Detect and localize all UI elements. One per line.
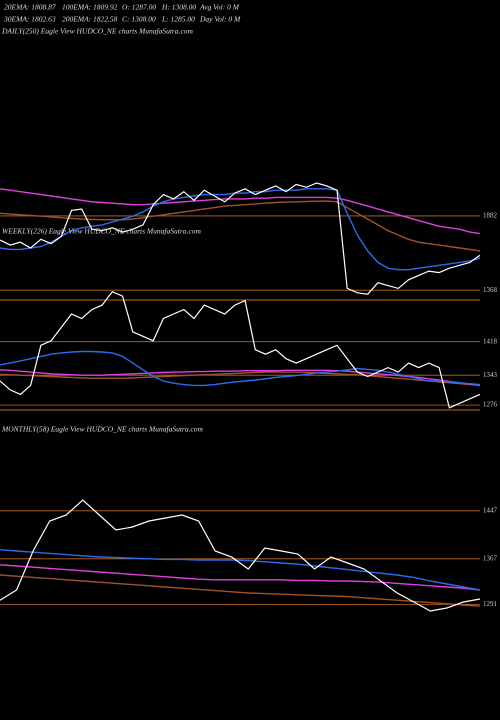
header-text: 30EMA: 1802.63 xyxy=(3,15,56,24)
header-text: 100EMA: 1809.92 xyxy=(62,3,118,12)
price-line xyxy=(0,182,481,295)
y-tick-label: 1882 xyxy=(483,212,498,220)
price-line xyxy=(0,499,481,612)
panel-title: DAILY(250) Eagle View HUDCO_NE charts Mu… xyxy=(1,27,194,36)
price-line xyxy=(0,188,481,271)
header: 20EMA: 1808.87 100EMA: 1809.92 O: 1287.0… xyxy=(3,3,241,24)
price-line xyxy=(0,371,481,387)
y-tick-label: 1447 xyxy=(483,506,498,514)
price-line xyxy=(0,350,481,387)
price-line xyxy=(0,564,481,591)
y-tick-label: 1367 xyxy=(483,554,498,562)
header-text: 20EMA: 1808.87 xyxy=(4,3,56,12)
price-line xyxy=(0,188,481,235)
price-line xyxy=(0,574,481,607)
price-line xyxy=(0,549,481,591)
price-line xyxy=(0,369,481,386)
header-text: 200EMA: 1822.58 xyxy=(62,15,118,24)
panel-title: WEEKLY(226) Eagle View HUDCO_NE charts M… xyxy=(2,227,201,236)
y-tick-label: 1418 xyxy=(483,337,498,345)
header-text: C: 1308.00 xyxy=(122,15,156,24)
header-text: O: 1287.00 xyxy=(122,3,156,12)
header-text: H: 1308.00 xyxy=(161,3,196,12)
header-text: L: 1285.00 xyxy=(161,15,195,24)
header-text: Day Vol: 0 M xyxy=(199,15,241,24)
header-text: Avg Vol: 0 M xyxy=(199,3,240,12)
panel-title: MONTHLY(58) Eagle View HUDCO_NE charts M… xyxy=(1,425,204,434)
y-tick-label: 1368 xyxy=(483,286,498,294)
y-tick-label: 1343 xyxy=(483,371,498,379)
price-line xyxy=(0,200,481,252)
y-tick-label: 1291 xyxy=(483,600,498,608)
price-line xyxy=(0,290,481,409)
y-tick-label: 1276 xyxy=(483,401,498,409)
